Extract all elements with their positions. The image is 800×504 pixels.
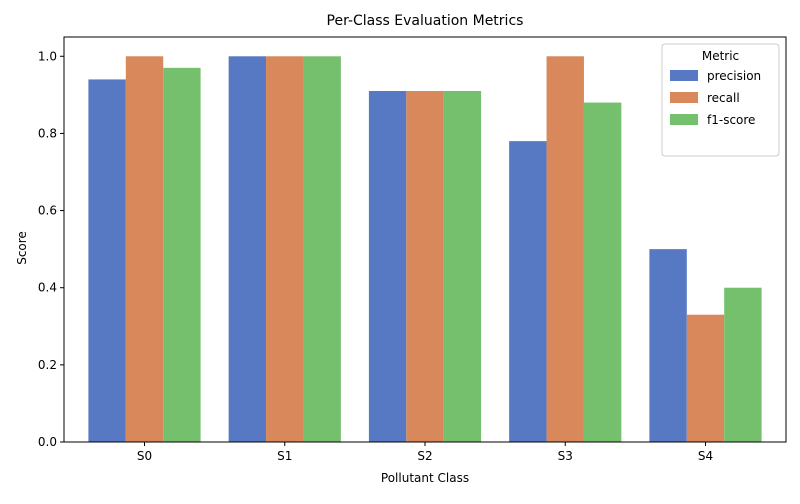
y-axis-label: Score: [15, 231, 29, 265]
y-tick-label: 0.6: [38, 204, 57, 218]
y-tick-label: 1.0: [38, 49, 57, 63]
x-tick-label: S0: [137, 449, 152, 463]
bar-precision-S3: [509, 141, 547, 442]
plot-frame: [63, 36, 787, 443]
bar-recall-S4: [686, 314, 725, 442]
bar-recall-S3: [546, 56, 584, 443]
x-axis: S0 S1 S2 S3 S4: [137, 442, 713, 463]
y-tick-label: 0.2: [38, 358, 57, 372]
bar-f1-score-S1: [303, 56, 341, 443]
bar-f1-score-S4: [724, 287, 762, 442]
x-tick-label: S4: [698, 449, 713, 463]
legend-title: Metric: [702, 49, 739, 63]
plot-area: [88, 56, 762, 443]
bar-recall-S1: [266, 56, 304, 443]
legend-label-precision: precision: [707, 69, 761, 83]
legend-label-recall: recall: [707, 91, 740, 105]
bar-precision-S4: [649, 249, 687, 442]
y-tick-label: 0.0: [38, 435, 57, 449]
legend-swatch-f1-score: [670, 114, 698, 125]
bar-recall-S0: [125, 56, 164, 443]
bar-precision-S2: [368, 91, 407, 442]
bar-f1-score-S0: [163, 67, 201, 442]
x-axis-label: Pollutant Class: [381, 471, 469, 485]
legend: Metric precision recall f1-score: [661, 43, 780, 157]
legend-swatch-precision: [670, 70, 698, 81]
bar-f1-score-S2: [443, 91, 482, 442]
x-tick-label: S3: [558, 449, 573, 463]
x-tick-label: S1: [277, 449, 292, 463]
y-tick-label: 0.4: [38, 281, 57, 295]
bar-precision-S0: [88, 79, 126, 442]
y-axis: 0.0 0.2 0.4 0.6 0.8 1.0: [38, 49, 64, 449]
chart-title: Per-Class Evaluation Metrics: [327, 13, 524, 29]
bar-precision-S1: [228, 56, 267, 443]
legend-swatch-recall: [670, 92, 698, 103]
legend-label-f1-score: f1-score: [707, 113, 755, 127]
y-tick-label: 0.8: [38, 126, 57, 140]
bar-f1-score-S3: [583, 102, 622, 443]
x-tick-label: S2: [417, 449, 432, 463]
bar-recall-S2: [406, 91, 444, 442]
